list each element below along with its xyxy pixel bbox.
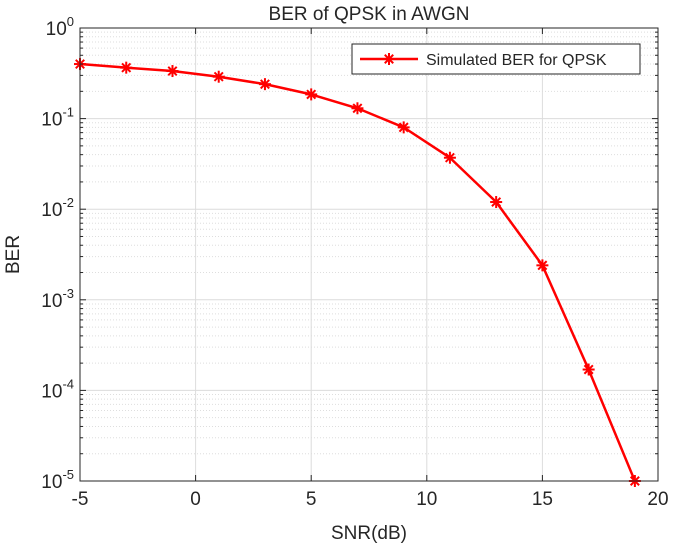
data-point-marker <box>351 102 364 115</box>
data-point-marker <box>490 196 503 209</box>
x-tick-label: -5 <box>72 489 89 510</box>
marker-stroke <box>491 197 502 207</box>
marker-stroke <box>121 62 132 73</box>
y-tick-labels: 100 10-1 10-2 10-3 10-4 10-5 <box>41 14 74 493</box>
x-tick-label: 15 <box>532 489 553 510</box>
marker-stroke <box>537 260 548 271</box>
legend-series-label: Simulated BER for QPSK <box>426 52 607 69</box>
marker-stroke <box>167 66 178 76</box>
legend-asterisk-marker <box>383 53 395 65</box>
x-tick-labels: -5 0 5 10 15 20 <box>72 489 669 510</box>
x-tick-label: 10 <box>416 489 437 510</box>
data-point-marker <box>305 88 318 101</box>
marker-stroke <box>306 89 317 100</box>
marker-stroke <box>384 54 394 64</box>
y-tick-label: 10-1 <box>41 105 74 131</box>
chart-title: BER of QPSK in AWGN <box>269 4 470 25</box>
data-point-marker <box>166 65 179 78</box>
marker-stroke <box>444 152 455 163</box>
data-point-marker <box>536 259 549 272</box>
y-axis-label: BER <box>3 235 24 274</box>
data-point-marker <box>258 78 271 91</box>
data-point-marker <box>212 70 225 83</box>
y-tick-label: 10-4 <box>41 376 74 402</box>
ticks <box>79 27 659 482</box>
x-axis-label: SNR(dB) <box>331 523 407 544</box>
marker-stroke <box>213 71 224 82</box>
y-tick-label: 10-3 <box>41 286 74 312</box>
data-point-marker <box>397 121 410 134</box>
marker-stroke <box>583 364 594 375</box>
data-point-marker <box>443 151 456 164</box>
data-point-marker <box>582 363 595 376</box>
legend: Simulated BER for QPSK <box>351 43 641 75</box>
marker-stroke <box>398 122 409 133</box>
series-layer <box>74 58 641 487</box>
plot-frame <box>79 27 659 482</box>
data-point-marker <box>383 53 395 65</box>
marker-stroke <box>260 79 270 90</box>
marker-stroke <box>352 103 363 114</box>
x-tick-label: 0 <box>190 489 201 510</box>
x-tick-label: 20 <box>647 489 668 510</box>
x-tick-label: 5 <box>306 489 317 510</box>
y-tick-label: 10-2 <box>41 195 74 221</box>
grid <box>79 27 659 482</box>
y-tick-label: 10-5 <box>41 467 74 493</box>
data-point-marker <box>120 61 133 74</box>
y-tick-label: 100 <box>46 14 74 40</box>
